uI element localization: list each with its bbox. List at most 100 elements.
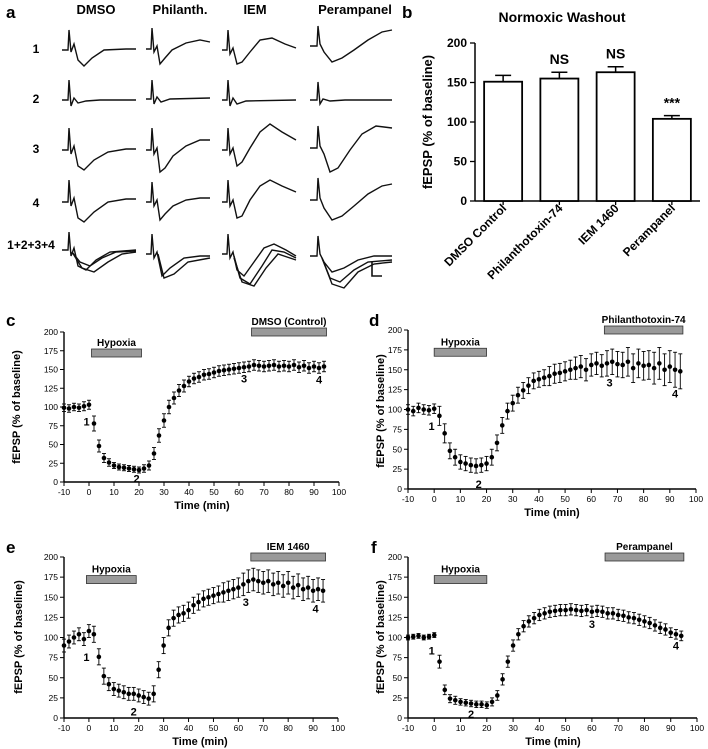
data-point [171, 615, 176, 621]
timecourse-y-tick-label: 175 [44, 346, 58, 356]
timecourse-y-tick-label: 150 [44, 592, 58, 602]
timecourse-y-tick-label: 200 [44, 552, 58, 562]
timecourse-y-tick-label: 175 [388, 572, 402, 582]
data-point [672, 367, 678, 373]
timecourse-y-tick-label: 50 [393, 673, 403, 683]
data-point [156, 667, 161, 672]
trace-column-iem: IEM [243, 2, 266, 17]
data-point [111, 686, 117, 692]
data-point [265, 578, 271, 584]
timecourse-x-tick-label: 100 [331, 723, 345, 733]
data-point [494, 440, 500, 446]
data-point [573, 607, 579, 613]
data-point [510, 643, 516, 648]
drug-period-label: IEM 1460 [267, 542, 310, 553]
trace-iem-1 [222, 29, 297, 65]
data-point [151, 691, 156, 697]
data-point [631, 615, 637, 621]
data-point [201, 372, 207, 378]
timecourse-x-tick-label: 90 [308, 723, 318, 733]
timecourse-x-tick-label: 50 [560, 494, 570, 504]
trace-row-3: 3 [33, 142, 40, 156]
bar-chart-category-label: Perampanel [620, 201, 678, 259]
timecourse-y-tick-label: 25 [393, 693, 403, 703]
data-point [647, 620, 653, 626]
trace-iem-overlay-a [222, 233, 297, 278]
data-point [542, 611, 547, 616]
data-point [641, 363, 646, 369]
hypoxia-period-label: Hypoxia [441, 337, 480, 348]
timepoint-marker-label: 4 [673, 641, 680, 653]
data-point [568, 607, 574, 612]
data-point [186, 607, 191, 613]
hypoxia-period-bar [433, 575, 488, 584]
data-point [495, 693, 500, 698]
timecourse-x-tick-label: 20 [482, 723, 492, 733]
data-point [594, 361, 599, 366]
timecourse-f-x-axis-label: Time (min) [525, 736, 581, 748]
data-point [146, 463, 152, 468]
data-point [206, 371, 212, 377]
bar-chart-y-tick-label: 100 [447, 115, 467, 129]
data-point [484, 702, 490, 708]
data-point [166, 404, 172, 410]
data-point [260, 580, 266, 586]
bar [539, 77, 580, 202]
bar-significance-label: NS [550, 51, 569, 67]
data-point [161, 418, 167, 423]
data-point [531, 378, 536, 384]
data-point [588, 362, 594, 368]
data-point [281, 363, 287, 369]
bar [595, 71, 636, 202]
data-point [126, 691, 132, 697]
trace-iem-3 [222, 123, 297, 168]
data-point [452, 697, 458, 703]
data-point [270, 582, 276, 587]
data-point [141, 466, 147, 471]
data-point [416, 405, 421, 411]
timecourse-x-tick-label: 50 [561, 723, 571, 733]
trace-perampanel-2 [310, 81, 392, 107]
data-point [657, 625, 663, 631]
data-point [81, 403, 87, 409]
trace-dmso-2 [62, 79, 136, 107]
data-point [176, 388, 182, 393]
timecourse-y-tick-label: 50 [49, 440, 59, 450]
timecourse-y-tick-label: 175 [44, 572, 58, 582]
bar-chart-panel: b Normoxic Washout fEPSP (% of baseline)… [402, 3, 700, 282]
data-point [211, 370, 217, 375]
timecourse-c-x-axis-label: Time (min) [174, 500, 230, 512]
trace-dmso-overlay-b [71, 250, 137, 267]
timecourse-x-tick-label: 90 [309, 487, 319, 497]
trace-scale-bar [371, 262, 382, 277]
data-point [625, 359, 631, 365]
data-point [181, 383, 187, 389]
data-point [61, 643, 67, 648]
timecourse-y-tick-label: 75 [393, 653, 403, 663]
data-point [131, 691, 137, 697]
data-point [300, 586, 306, 592]
timecourse-c-y-axis-label: fEPSP (% of baseline) [11, 350, 23, 464]
data-point [520, 388, 526, 393]
timecourse-x-tick-label: 100 [332, 487, 346, 497]
timecourse-y-tick-label: 75 [49, 653, 59, 663]
timecourse-x-tick-label: 40 [534, 494, 544, 504]
data-point [231, 586, 236, 592]
data-point [81, 636, 87, 642]
data-point [410, 634, 416, 639]
data-point [246, 578, 251, 584]
trace-row-4: 4 [33, 196, 40, 210]
time-course-panel-d: d fEPSP (% of baseline) Time (min) 0 25 50… [369, 311, 703, 519]
data-point [652, 623, 658, 628]
timepoint-marker-label: 2 [133, 473, 139, 485]
data-point [431, 632, 437, 638]
data-point [221, 367, 227, 373]
data-point [101, 455, 107, 461]
bar-significance-label: *** [664, 95, 681, 111]
data-point [421, 635, 427, 640]
data-point [71, 404, 77, 410]
time-course-panel-f: f fEPSP (% of baseline) Time (min) 0 25 50… [371, 538, 704, 748]
timecourse-x-tick-label: 40 [535, 723, 545, 733]
timecourse-x-tick-label: 90 [666, 723, 676, 733]
timecourse-x-tick-label: 70 [259, 487, 269, 497]
